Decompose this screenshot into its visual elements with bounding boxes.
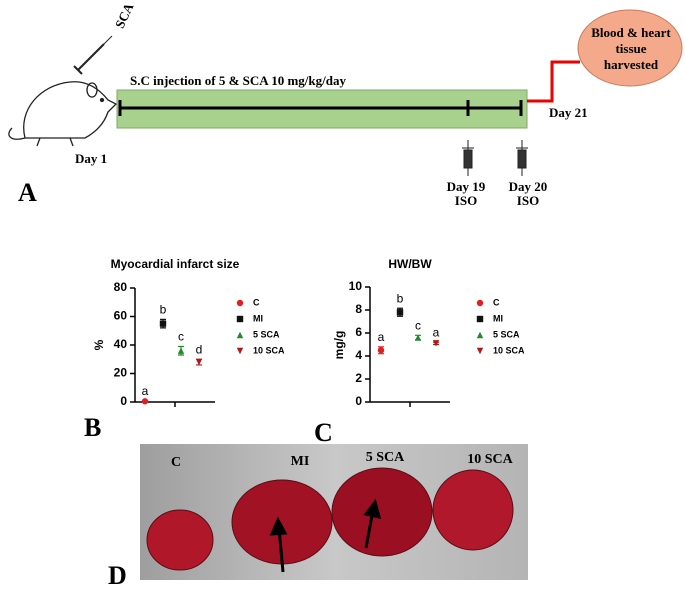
hearts xyxy=(146,467,514,571)
legend-marker xyxy=(236,347,244,355)
y-tick-label: 20 xyxy=(114,366,128,380)
significance-letter: b xyxy=(397,291,404,305)
treatment-label: S.C injection of 5 & SCA 10 mg/kg/day xyxy=(130,73,346,88)
start-day: Day 1 xyxy=(75,151,107,166)
significance-letter: a xyxy=(142,384,149,398)
photo-label: MI xyxy=(291,454,310,469)
photo-label: C xyxy=(171,455,181,470)
chart-title: HW/BW xyxy=(388,257,432,271)
significance-letter: b xyxy=(160,303,167,317)
y-tick-label: 6 xyxy=(355,325,362,339)
harvest-oval xyxy=(577,9,683,87)
legend-marker xyxy=(236,315,244,323)
legend-marker xyxy=(476,331,484,339)
y-tick-label: 60 xyxy=(114,309,128,323)
point xyxy=(195,358,203,366)
legend-marker xyxy=(236,299,244,307)
y-tick-label: 0 xyxy=(355,394,362,408)
legend-label: 10 SCA xyxy=(493,345,525,355)
point xyxy=(377,347,385,354)
legend-marker xyxy=(476,315,484,323)
legend-marker xyxy=(476,299,484,307)
drug-label: SCA xyxy=(112,0,137,30)
y-axis-label: mg/g xyxy=(332,331,346,360)
point xyxy=(141,398,149,405)
panel-letter: B xyxy=(84,413,101,442)
legend-label: 10 SCA xyxy=(253,345,285,355)
y-tick-label: 10 xyxy=(349,279,363,293)
arrows xyxy=(269,498,382,573)
chart-title: Myocardial infarct size xyxy=(111,257,240,271)
harvest-connector xyxy=(527,60,580,103)
y-tick-label: 0 xyxy=(120,394,127,408)
panel-letter: A xyxy=(18,178,37,207)
timeline-line xyxy=(118,100,523,116)
significance-letter: c xyxy=(178,330,184,344)
point xyxy=(414,334,422,341)
legend-label: 5 SCA xyxy=(253,329,280,339)
photo-label: 5 SCA xyxy=(366,450,405,465)
y-tick-label: 40 xyxy=(114,337,128,351)
iso-label: ISO xyxy=(455,193,477,208)
legend-label: MI xyxy=(253,313,263,323)
y-axis-label: % xyxy=(92,339,106,350)
point xyxy=(177,347,185,354)
y-tick-label: 80 xyxy=(114,280,128,294)
legend-label: C xyxy=(253,297,260,307)
end-day: Day 21 xyxy=(549,105,588,120)
y-tick-label: 8 xyxy=(355,302,362,316)
significance-letter: a xyxy=(378,330,385,344)
sca-syringe xyxy=(73,35,113,75)
iso-day: Day 19 xyxy=(447,179,486,194)
panel-letter: D xyxy=(108,561,127,590)
rat xyxy=(8,81,118,147)
y-tick-label: 4 xyxy=(355,348,362,362)
legend-label: MI xyxy=(493,313,503,323)
significance-letter: a xyxy=(433,325,440,339)
legend-marker xyxy=(476,347,484,355)
legend-label: C xyxy=(493,297,500,307)
point xyxy=(432,340,440,347)
point xyxy=(396,309,404,316)
iso-label: ISO xyxy=(517,193,539,208)
iso-day: Day 20 xyxy=(509,179,548,194)
photo-label: 10 SCA xyxy=(467,452,513,467)
y-tick-label: 2 xyxy=(355,371,362,385)
legend-label: 5 SCA xyxy=(493,329,520,339)
point xyxy=(159,320,167,327)
harvest-label: Blood & heart tissue harvested xyxy=(591,25,671,72)
legend-marker xyxy=(236,331,244,339)
significance-letter: d xyxy=(196,342,203,356)
panel-letter: C xyxy=(314,418,333,447)
significance-letter: c xyxy=(415,318,421,332)
iso-syringes xyxy=(462,140,528,176)
